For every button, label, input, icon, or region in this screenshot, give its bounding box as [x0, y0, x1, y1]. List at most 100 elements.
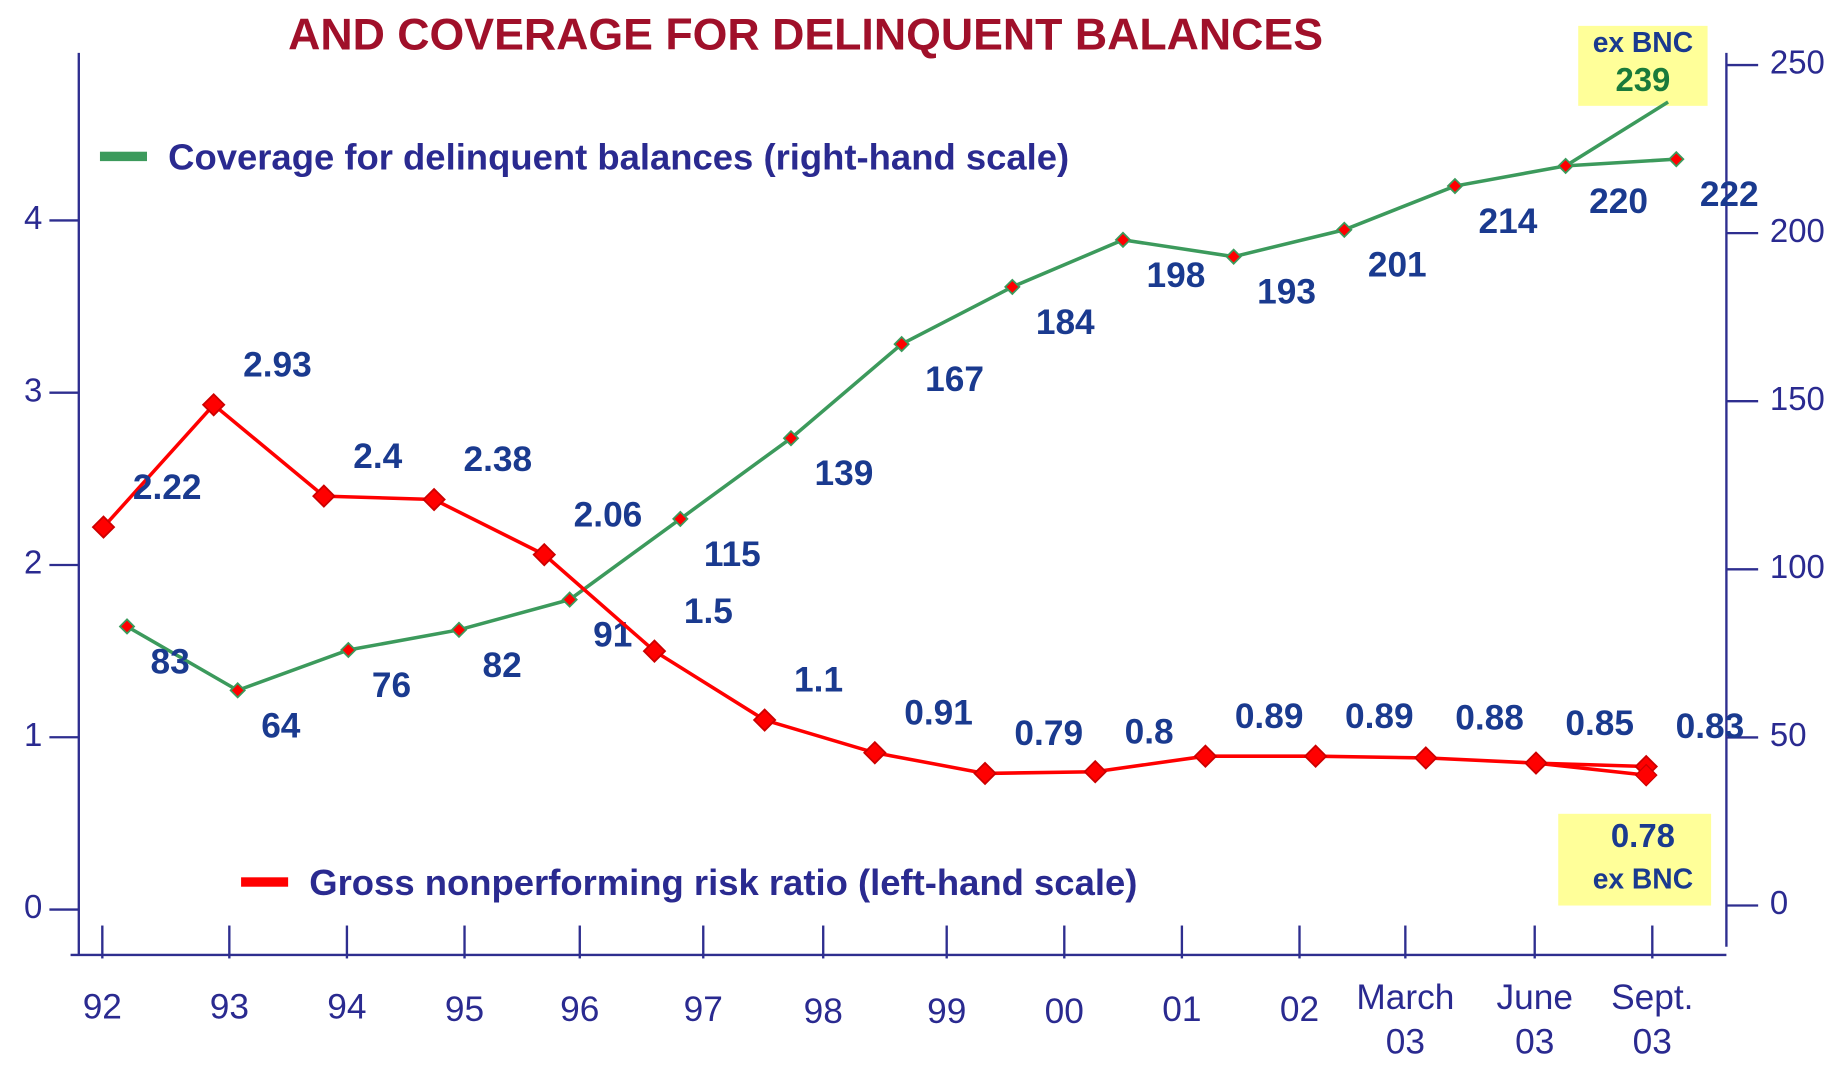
- value-label: 2.93: [243, 345, 312, 384]
- y2-tick-label: 250: [1770, 44, 1825, 81]
- legend-label: Coverage for delinquent balances (right-…: [168, 137, 1069, 178]
- ex-bnc-line: [1535, 761, 1647, 777]
- value-label: 1.5: [684, 592, 733, 631]
- value-label: 2.06: [574, 495, 643, 534]
- point: [1557, 157, 1574, 175]
- value-label: 198: [1147, 256, 1206, 295]
- series-line: [102, 402, 1647, 776]
- value-label: 83: [151, 642, 190, 681]
- series-line: [126, 157, 1677, 693]
- value-label: 115: [704, 535, 761, 574]
- ex-bnc-line: [1564, 100, 1670, 168]
- point: [1634, 763, 1658, 787]
- x-tick-label: 96: [560, 990, 600, 1030]
- legend-swatch: [241, 877, 289, 887]
- x-tick-label: Sept. 03: [1611, 978, 1694, 1062]
- point: [1193, 744, 1218, 769]
- x-tick-label: 02: [1279, 990, 1320, 1030]
- x-tick-label: 97: [683, 990, 723, 1030]
- value-label: 0.79: [1014, 714, 1083, 753]
- value-label: 91: [593, 616, 632, 655]
- value-label: 139: [815, 454, 874, 493]
- point: [1413, 746, 1438, 770]
- point: [1114, 231, 1132, 249]
- point: [91, 515, 116, 539]
- point: [672, 510, 689, 528]
- point: [1446, 177, 1464, 195]
- x-tick-label: 99: [927, 992, 967, 1032]
- value-label: 193: [1257, 273, 1316, 312]
- value-label: 220: [1589, 182, 1648, 221]
- y-tick-label: 4: [24, 199, 42, 236]
- point: [1004, 278, 1021, 296]
- y-tick-label: 3: [24, 371, 42, 408]
- y-tick-label: 0: [24, 888, 42, 925]
- ex-bnc-box: [1578, 25, 1708, 106]
- value-label: 2.38: [463, 440, 532, 479]
- value-label: 0.89: [1235, 697, 1304, 736]
- point: [450, 621, 468, 639]
- value-label: 1.1: [794, 661, 843, 700]
- x-tick-label: March 03: [1356, 978, 1455, 1062]
- y2-tick-label: 100: [1770, 548, 1825, 585]
- point: [422, 487, 446, 512]
- value-label: 2.4: [353, 437, 402, 476]
- ex-bnc-label: ex BNC: [1593, 26, 1693, 58]
- x-tick-label: 98: [803, 992, 843, 1032]
- point: [782, 429, 800, 447]
- x-tick-label: 94: [327, 987, 367, 1027]
- point: [1336, 221, 1353, 239]
- value-label: 167: [925, 360, 984, 399]
- ex-bnc-value: 239: [1615, 61, 1670, 98]
- value-label: 0.85: [1565, 704, 1634, 743]
- ex-bnc-box: [1558, 813, 1712, 906]
- point: [118, 618, 136, 635]
- value-label: 184: [1036, 303, 1095, 342]
- value-label: 214: [1478, 202, 1537, 241]
- point: [973, 761, 997, 786]
- y2-tick-label: 50: [1770, 716, 1807, 753]
- point: [752, 708, 777, 732]
- chart-title: AND COVERAGE FOR DELINQUENT BALANCES: [288, 10, 1323, 59]
- value-label: 0.83: [1676, 707, 1745, 746]
- value-label: 76: [372, 666, 411, 705]
- y-tick-label: 2: [24, 544, 42, 581]
- x-tick-label: 00: [1044, 992, 1084, 1032]
- legend-swatch: [99, 151, 148, 162]
- value-label: 201: [1368, 246, 1427, 285]
- y2-tick-label: 200: [1770, 212, 1825, 249]
- x-tick-label: June 03: [1496, 978, 1573, 1062]
- value-label: 2.22: [133, 468, 202, 507]
- point: [532, 542, 557, 567]
- point: [1667, 150, 1685, 168]
- point: [312, 484, 336, 508]
- value-label: 0.89: [1345, 697, 1414, 736]
- x-tick-label: 93: [209, 987, 249, 1027]
- point: [863, 740, 887, 765]
- value-label: 0.91: [904, 693, 973, 732]
- value-label: 222: [1700, 175, 1759, 214]
- point: [201, 392, 226, 417]
- legend-label: Gross nonperforming risk ratio (left-han…: [309, 862, 1137, 903]
- point: [229, 682, 246, 699]
- x-tick-label: 92: [82, 987, 122, 1027]
- point: [642, 639, 667, 663]
- point: [561, 591, 578, 608]
- point: [1225, 248, 1242, 265]
- x-tick-label: 95: [444, 990, 485, 1030]
- value-label: 0.8: [1125, 712, 1174, 751]
- point: [1524, 751, 1548, 775]
- point: [893, 335, 910, 353]
- x-tick-label: 01: [1162, 990, 1202, 1030]
- y-tick-label: 1: [24, 716, 42, 753]
- point: [1083, 759, 1108, 784]
- y2-tick-label: 150: [1770, 380, 1825, 417]
- point: [1303, 744, 1328, 769]
- ex-bnc-label: ex BNC: [1593, 862, 1693, 894]
- ex-bnc-value: 0.78: [1611, 817, 1675, 854]
- value-label: 64: [261, 706, 301, 745]
- point: [340, 641, 357, 659]
- value-label: 0.88: [1455, 699, 1524, 738]
